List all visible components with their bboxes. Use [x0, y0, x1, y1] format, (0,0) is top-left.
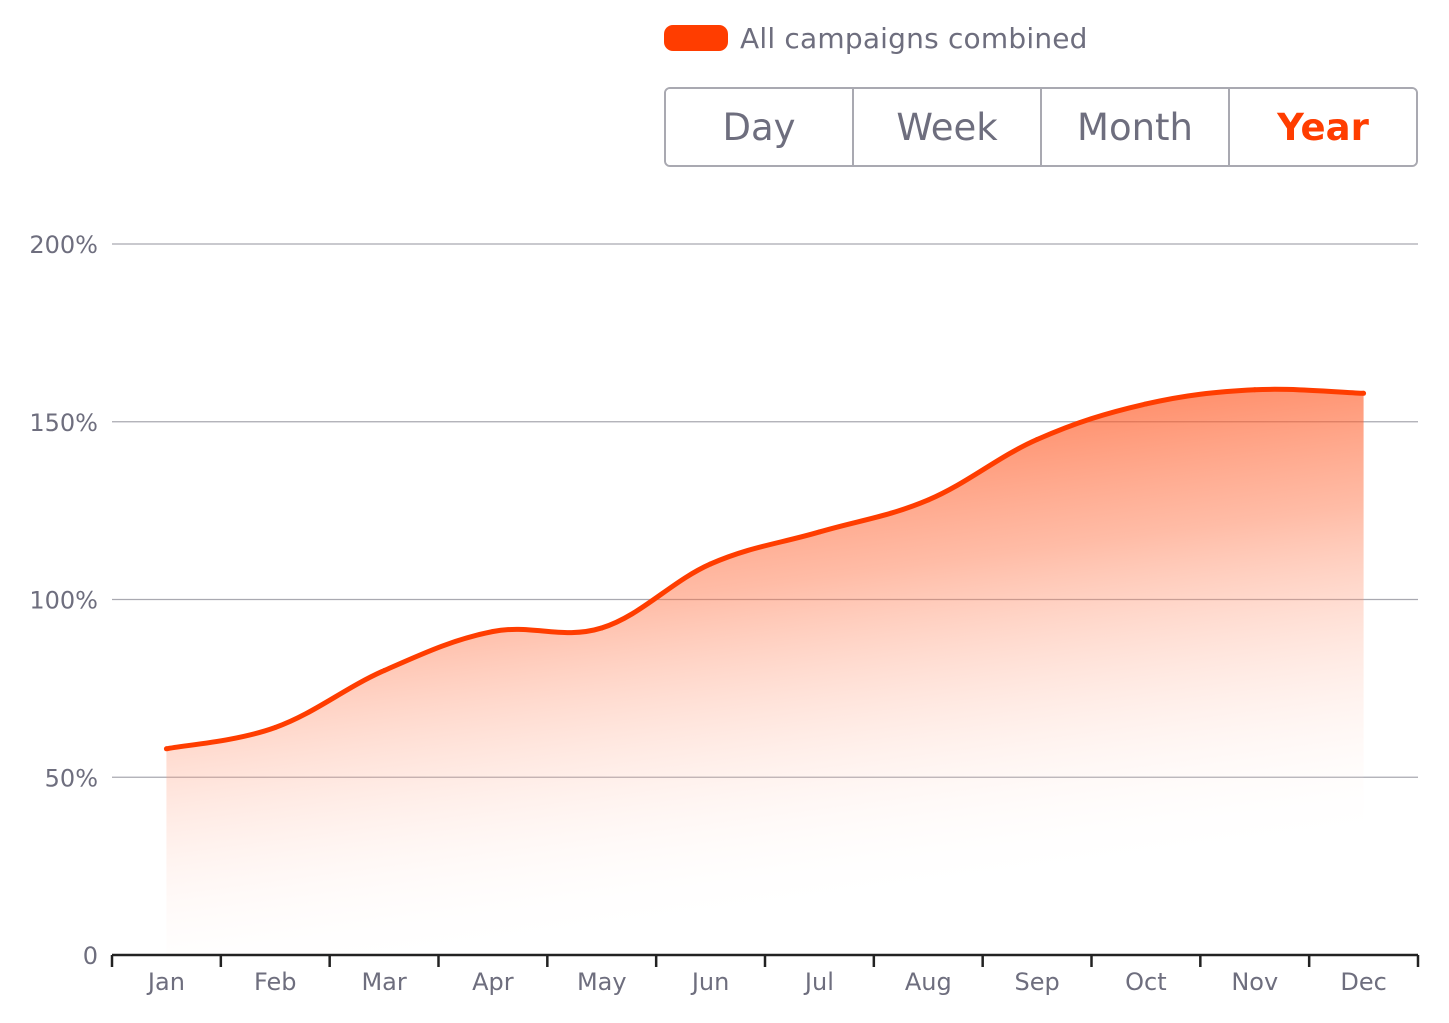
time-range-toggle: Day Week Month Year [664, 87, 1418, 167]
data-point [816, 529, 822, 535]
range-day-button[interactable]: Day [666, 89, 854, 165]
x-tick-label: Jan [146, 968, 185, 996]
x-tick-label: Feb [254, 968, 297, 996]
range-year-button[interactable]: Year [1230, 89, 1416, 165]
axis-labels: 0 50% 100% 150% 200% Jan Feb Mar Apr May Jun Jul Aug… [29, 231, 1386, 996]
range-week-button[interactable]: Week [854, 89, 1042, 165]
x-tick-label: Aug [905, 968, 952, 996]
y-tick-label: 150% [29, 409, 98, 437]
x-tick-label: May [577, 968, 627, 996]
data-point [708, 561, 714, 567]
data-point [925, 497, 931, 503]
data-point [490, 628, 496, 634]
x-tick-label: Sep [1014, 968, 1059, 996]
x-tick-label: Mar [361, 968, 406, 996]
area-fill [166, 389, 1364, 955]
x-tick-label: Oct [1125, 968, 1167, 996]
data-point [381, 668, 387, 674]
data-point [1034, 437, 1040, 443]
y-tick-label: 50% [45, 764, 98, 792]
data-point [1252, 387, 1258, 393]
chart-legend: All campaigns combined [664, 20, 1088, 56]
data-point [599, 625, 605, 631]
range-month-button[interactable]: Month [1042, 89, 1230, 165]
x-axis [110, 953, 1420, 967]
data-point [272, 724, 278, 730]
data-point [163, 746, 169, 752]
series-line [165, 386, 1364, 752]
x-tick-label: Dec [1340, 968, 1386, 996]
y-tick-label: 0 [83, 942, 98, 970]
x-tick-label: Apr [472, 968, 514, 996]
data-point [1143, 401, 1149, 407]
y-tick-label: 200% [29, 231, 98, 259]
x-tick-label: Jul [803, 968, 834, 996]
y-tick-label: 100% [29, 587, 98, 615]
x-tick-label: Nov [1231, 968, 1278, 996]
x-tick-label: Jun [690, 968, 730, 996]
legend-label: All campaigns combined [740, 21, 1088, 55]
legend-swatch [664, 25, 728, 51]
area-series [163, 386, 1367, 955]
data-point [1361, 390, 1367, 396]
